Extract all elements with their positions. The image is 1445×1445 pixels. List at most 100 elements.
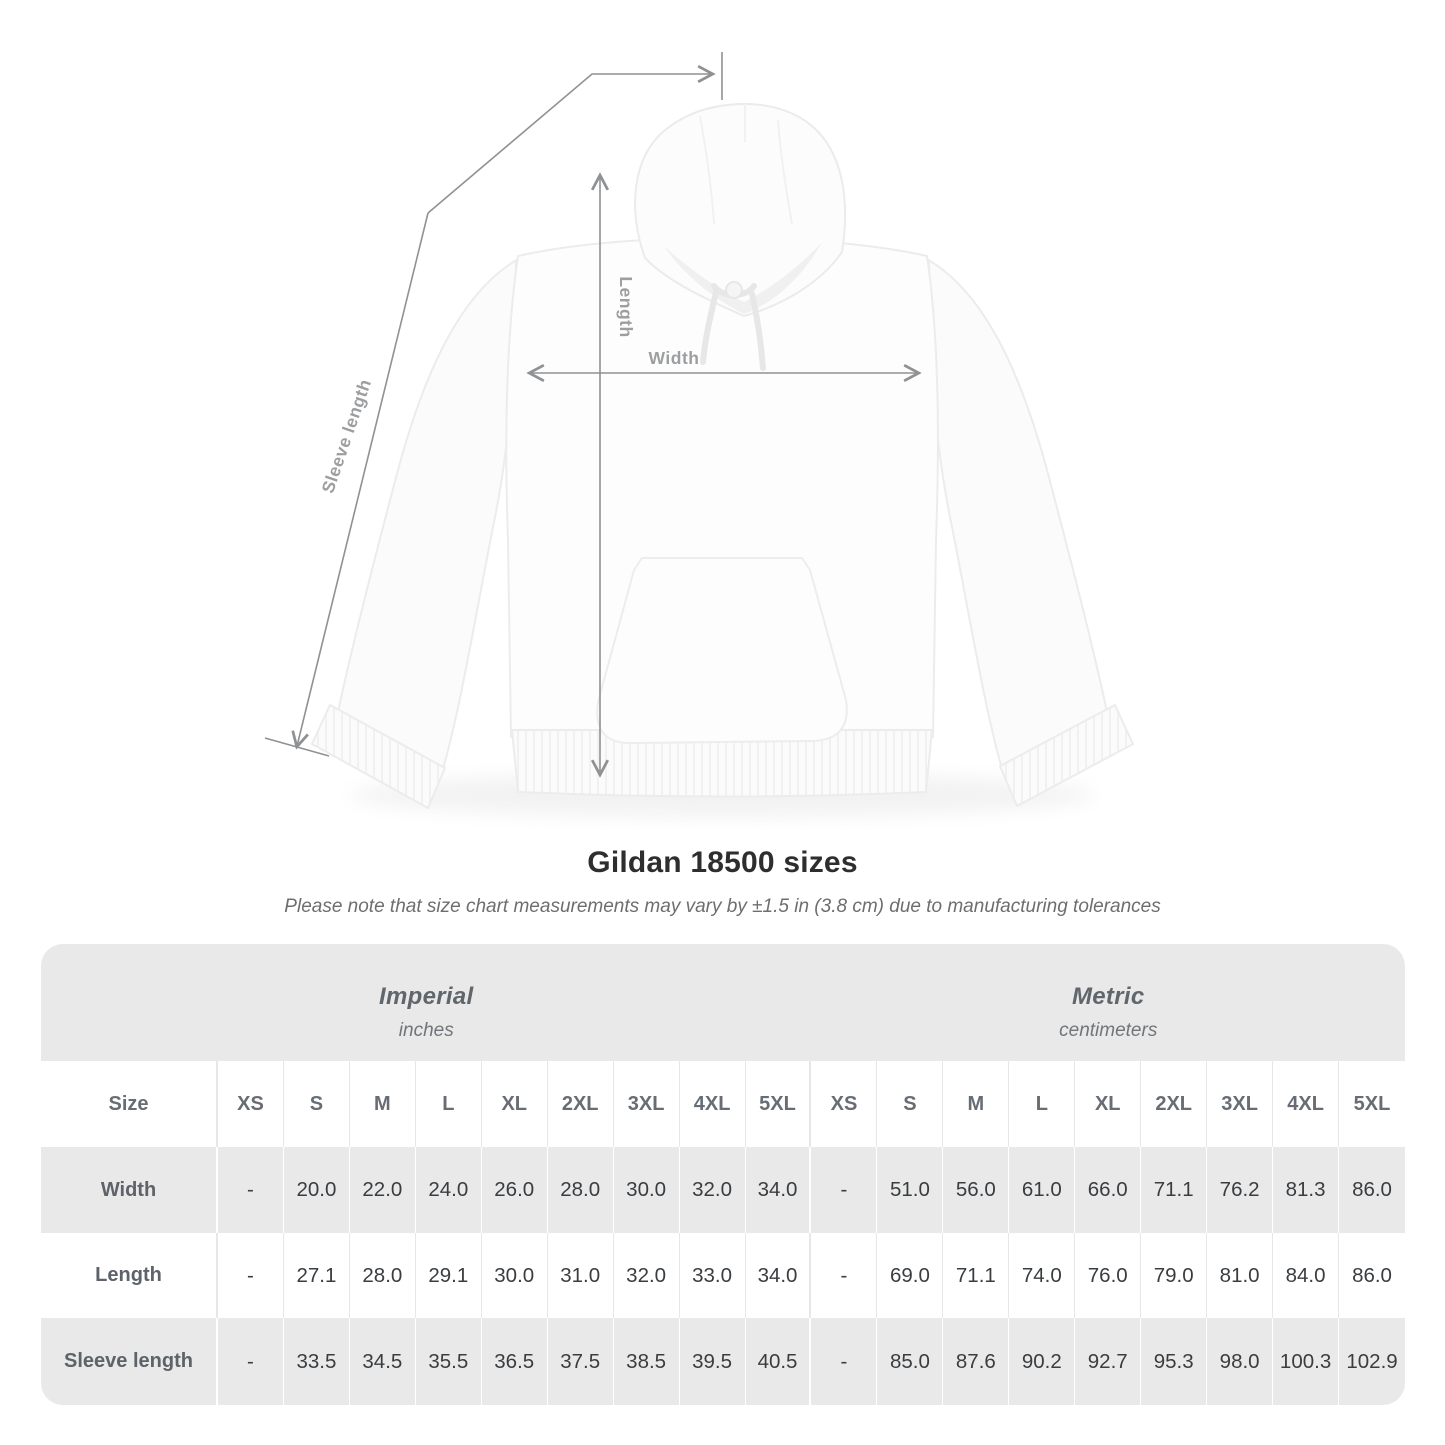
imperial-size-header: XL bbox=[481, 1061, 548, 1147]
imperial-value-cell: 24.0 bbox=[415, 1147, 482, 1233]
metric-unit: centimeters bbox=[1059, 1020, 1158, 1041]
metric-value-cell: 85.0 bbox=[877, 1318, 944, 1405]
metric-value-cell: 76.2 bbox=[1207, 1147, 1274, 1233]
metric-value-cell: 100.3 bbox=[1273, 1318, 1340, 1405]
imperial-value-cell: - bbox=[218, 1233, 284, 1318]
metric-value-cell: 98.0 bbox=[1207, 1318, 1274, 1405]
imperial-value-cell: 38.5 bbox=[613, 1318, 680, 1405]
metric-value-cell: 95.3 bbox=[1141, 1318, 1208, 1405]
imperial-size-header: S bbox=[283, 1061, 350, 1147]
metric-value-cell: - bbox=[811, 1147, 878, 1233]
metric-value-cell: 76.0 bbox=[1075, 1233, 1142, 1318]
imperial-value-cell: 26.0 bbox=[481, 1147, 548, 1233]
row-label: Sleeve length bbox=[41, 1318, 218, 1405]
imperial-size-header: M bbox=[349, 1061, 416, 1147]
metric-value-cell: 61.0 bbox=[1009, 1147, 1076, 1233]
imperial-value-cell: 32.0 bbox=[679, 1147, 746, 1233]
hoodie-measurement-diagram: Length Width Sleeve length bbox=[264, 52, 1134, 817]
imperial-size-header: 2XL bbox=[547, 1061, 614, 1147]
metric-section-header: Metric centimeters bbox=[811, 944, 1405, 1061]
hood-opening-shadow bbox=[664, 242, 822, 314]
imperial-size-header: XS bbox=[218, 1061, 284, 1147]
metric-value-cell: 74.0 bbox=[1009, 1233, 1076, 1318]
metric-size-header: 2XL bbox=[1141, 1061, 1208, 1147]
hood bbox=[634, 103, 847, 317]
imperial-size-header: L bbox=[415, 1061, 482, 1147]
imperial-value-cell: 35.5 bbox=[415, 1318, 482, 1405]
metric-value-cell: 71.1 bbox=[1141, 1147, 1208, 1233]
waistband bbox=[511, 729, 933, 798]
metric-size-header: XL bbox=[1075, 1061, 1142, 1147]
imperial-value-cell: 34.5 bbox=[349, 1318, 416, 1405]
imperial-value-cell: 28.0 bbox=[547, 1147, 614, 1233]
drawstring-left bbox=[700, 289, 719, 365]
metric-size-header: XS bbox=[811, 1061, 878, 1147]
metric-size-header: S bbox=[877, 1061, 944, 1147]
kangaroo-pocket bbox=[596, 557, 848, 745]
imperial-value-cell: 34.0 bbox=[745, 1147, 812, 1233]
hood-fold-line-left bbox=[699, 115, 715, 225]
imperial-size-header: 4XL bbox=[679, 1061, 746, 1147]
hoodie-diagram-svg: Length Width Sleeve length bbox=[264, 52, 1134, 817]
metric-value-cell: 90.2 bbox=[1009, 1318, 1076, 1405]
width-label: Width bbox=[649, 348, 700, 368]
metric-size-header: L bbox=[1009, 1061, 1076, 1147]
size-chart-table: Imperial inches Metric centimeters Size X… bbox=[41, 944, 1405, 1405]
row-label: Length bbox=[41, 1233, 218, 1318]
imperial-value-cell: 31.0 bbox=[547, 1233, 614, 1318]
metric-value-cell: 84.0 bbox=[1273, 1233, 1340, 1318]
measurement-annotations bbox=[264, 52, 918, 774]
right-sleeve bbox=[924, 257, 1108, 773]
imperial-value-cell: 33.5 bbox=[283, 1318, 350, 1405]
imperial-value-cell: 28.0 bbox=[349, 1233, 416, 1318]
metric-value-cell: 86.0 bbox=[1339, 1233, 1405, 1318]
imperial-value-cell: 33.0 bbox=[679, 1233, 746, 1318]
cuff-end-tick bbox=[264, 737, 330, 757]
imperial-value-cell: - bbox=[218, 1318, 284, 1405]
imperial-value-cell: 20.0 bbox=[283, 1147, 350, 1233]
metric-value-cell: 79.0 bbox=[1141, 1233, 1208, 1318]
imperial-value-cell: 22.0 bbox=[349, 1147, 416, 1233]
metric-value-cell: 102.9 bbox=[1339, 1318, 1405, 1405]
sleeve-length-label: Sleeve length bbox=[317, 376, 375, 495]
hood-fold-line-right bbox=[777, 119, 793, 225]
metric-value-cell: 86.0 bbox=[1339, 1147, 1405, 1233]
metric-size-header: 5XL bbox=[1339, 1061, 1405, 1147]
metric-value-cell: 69.0 bbox=[877, 1233, 944, 1318]
sleeve-measure-lower-line bbox=[297, 212, 429, 746]
imperial-title: Imperial bbox=[379, 983, 474, 1010]
hoodie-illustration bbox=[311, 103, 1134, 809]
imperial-value-cell: 30.0 bbox=[481, 1233, 548, 1318]
drawstring-knot bbox=[725, 281, 743, 299]
imperial-value-cell: 29.1 bbox=[415, 1233, 482, 1318]
size-column-header: Size bbox=[41, 1061, 218, 1147]
metric-value-cell: 56.0 bbox=[943, 1147, 1010, 1233]
imperial-size-header: 5XL bbox=[745, 1061, 812, 1147]
metric-value-cell: - bbox=[811, 1318, 878, 1405]
metric-value-cell: 92.7 bbox=[1075, 1318, 1142, 1405]
tolerance-note: Please note that size chart measurements… bbox=[284, 896, 1161, 917]
row-label: Width bbox=[41, 1147, 218, 1233]
metric-value-cell: 51.0 bbox=[877, 1147, 944, 1233]
metric-value-cell: - bbox=[811, 1233, 878, 1318]
imperial-value-cell: 30.0 bbox=[613, 1147, 680, 1233]
metric-value-cell: 87.6 bbox=[943, 1318, 1010, 1405]
metric-size-header: 3XL bbox=[1207, 1061, 1274, 1147]
drawstring-right bbox=[749, 291, 766, 371]
imperial-section-header: Imperial inches bbox=[41, 944, 812, 1061]
metric-size-header: 4XL bbox=[1273, 1061, 1340, 1147]
imperial-unit: inches bbox=[398, 1020, 454, 1041]
imperial-value-cell: 40.5 bbox=[745, 1318, 812, 1405]
length-label: Length bbox=[616, 276, 636, 337]
metric-value-cell: 66.0 bbox=[1075, 1147, 1142, 1233]
right-cuff bbox=[999, 704, 1134, 807]
imperial-value-cell: - bbox=[218, 1147, 284, 1233]
imperial-value-cell: 34.0 bbox=[745, 1233, 812, 1318]
imperial-value-cell: 39.5 bbox=[679, 1318, 746, 1405]
metric-value-cell: 81.0 bbox=[1207, 1233, 1274, 1318]
page-title: Gildan 18500 sizes bbox=[587, 846, 858, 879]
imperial-size-header: 3XL bbox=[613, 1061, 680, 1147]
imperial-value-cell: 32.0 bbox=[613, 1233, 680, 1318]
metric-value-cell: 71.1 bbox=[943, 1233, 1010, 1318]
